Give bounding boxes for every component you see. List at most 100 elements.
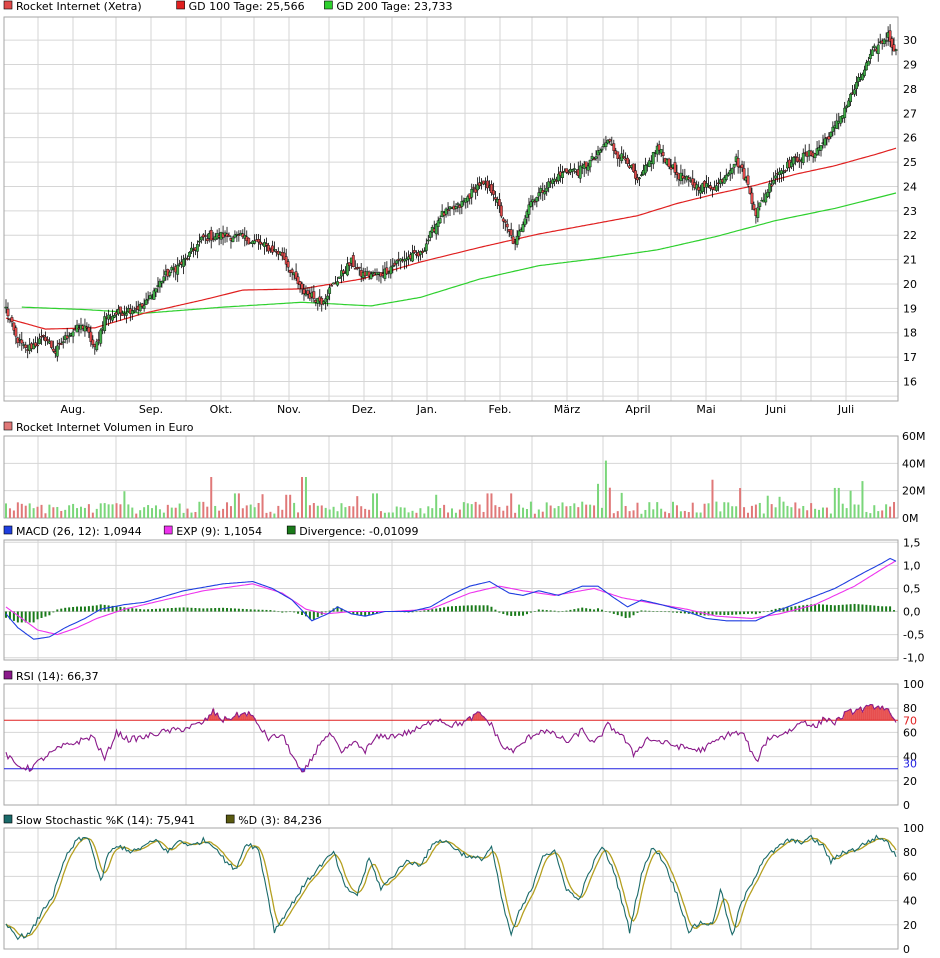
volume-bar — [383, 512, 386, 518]
candle-body — [701, 183, 705, 192]
candle-body — [659, 149, 663, 154]
candle-body — [831, 126, 835, 132]
volume-bar — [308, 505, 311, 518]
volume-bar — [186, 508, 189, 518]
macd-hist-bar — [845, 604, 848, 612]
candle-body — [742, 168, 746, 180]
volume-bar — [766, 495, 769, 518]
macd-hist-bar — [541, 609, 544, 612]
candle-body — [203, 235, 207, 237]
rsi-overbought-fill — [472, 714, 475, 721]
candle-body — [494, 197, 497, 200]
volume-bar — [68, 505, 71, 518]
macd-hist-bar — [754, 611, 757, 615]
macd-hist-bar — [127, 607, 130, 612]
volume-bar — [83, 507, 86, 518]
macd-hist-bar — [162, 608, 165, 612]
macd-hist-bar — [786, 607, 789, 612]
macd-hist-bar — [297, 611, 300, 614]
macd-hist-bar — [794, 606, 797, 612]
price-x-axis: Aug. Sep. Okt. Nov. Dez. Jan. Feb. März April Mai… — [61, 403, 855, 416]
candle-body — [515, 236, 519, 245]
candle-body — [586, 165, 590, 171]
volume-bar — [395, 506, 398, 518]
volume-bar — [198, 501, 201, 518]
volume-bar — [774, 507, 777, 518]
macd-hist-bar — [549, 610, 552, 612]
volume-bar — [147, 505, 150, 518]
macd-hist-bar — [151, 609, 154, 612]
macd-hist-bar — [762, 611, 765, 613]
rsi-overbought-fill — [881, 706, 884, 721]
macd-hist-bar — [719, 611, 722, 615]
candle-body — [608, 139, 612, 142]
legend-label-1: %D (3): 84,236 — [238, 814, 322, 827]
macd-hist-bar — [486, 605, 489, 612]
macd-hist-bar — [375, 611, 378, 614]
y-tick-label: 1,0 — [903, 559, 921, 572]
candle-body — [732, 163, 736, 168]
volume-bar — [194, 512, 197, 518]
candle-body — [535, 196, 539, 202]
volume-bar — [885, 504, 888, 518]
y-tick-label: 22 — [903, 229, 917, 242]
macd-hist-bar — [415, 611, 418, 613]
macd-hist-bar — [158, 608, 161, 612]
candle-body — [298, 281, 302, 286]
macd-hist-bar — [245, 609, 248, 612]
macd-hist-bar — [91, 605, 94, 612]
rsi-overbought-fill — [837, 717, 840, 721]
macd-hist-bar — [368, 611, 371, 615]
macd-hist-bar — [561, 611, 564, 612]
rsi-overbought-fill — [879, 708, 882, 721]
macd-hist-bar — [431, 609, 434, 612]
volume-bar — [695, 512, 698, 518]
macd-hist-bar — [257, 609, 260, 612]
candle-body — [768, 183, 772, 193]
volume-bar — [56, 506, 59, 518]
volume-bar — [281, 509, 284, 518]
volume-bar — [569, 506, 572, 518]
candle-body — [306, 290, 310, 295]
volume-bar — [107, 504, 110, 518]
rsi-overbought-fill — [853, 712, 856, 721]
rsi-grid — [4, 683, 898, 806]
volume-bar — [202, 501, 205, 518]
volume-bar — [431, 508, 434, 518]
candle-body — [55, 345, 59, 357]
volume-bar — [597, 483, 600, 518]
rsi-y-axis: 0 20 40 60 80 100 70 30 — [903, 678, 924, 812]
candle-body — [774, 175, 778, 179]
macd-y-axis: -1,0 -0,5 0,0 0,5 1,0 1,5 — [903, 536, 924, 664]
macd-hist-bar — [447, 606, 450, 612]
candle-body — [336, 281, 339, 286]
candle-body — [766, 191, 770, 197]
macd-hist-bar — [632, 611, 635, 616]
volume-bar — [798, 508, 801, 518]
candle-body — [284, 256, 288, 265]
macd-hist-bar — [833, 605, 836, 612]
macd-hist-bar — [577, 608, 580, 612]
y-tick-label: -1,0 — [903, 652, 924, 665]
volume-bar — [415, 512, 418, 518]
candle-body — [470, 189, 474, 198]
macd-hist-bar — [821, 604, 824, 612]
rsi-overbought-fill — [867, 705, 870, 721]
stoch-k-path — [5, 834, 897, 941]
candle-body — [59, 343, 63, 345]
y-tick-label: 40 — [903, 751, 917, 764]
volume-bar — [719, 511, 722, 518]
volume-bar — [344, 507, 347, 518]
candle-body — [667, 158, 671, 167]
volume-bar — [557, 506, 560, 518]
macd-signal-path — [5, 560, 897, 636]
volume-bar — [762, 513, 765, 518]
macd-hist-bar — [482, 605, 485, 612]
candle-body — [752, 204, 756, 210]
y-tick-label: 60M — [902, 430, 926, 443]
macd-hist-bar — [301, 611, 304, 615]
macd-hist-bar — [739, 611, 742, 615]
candle-body — [868, 53, 872, 59]
candle-body — [168, 271, 172, 276]
rsi-overbought-fill — [478, 712, 481, 721]
